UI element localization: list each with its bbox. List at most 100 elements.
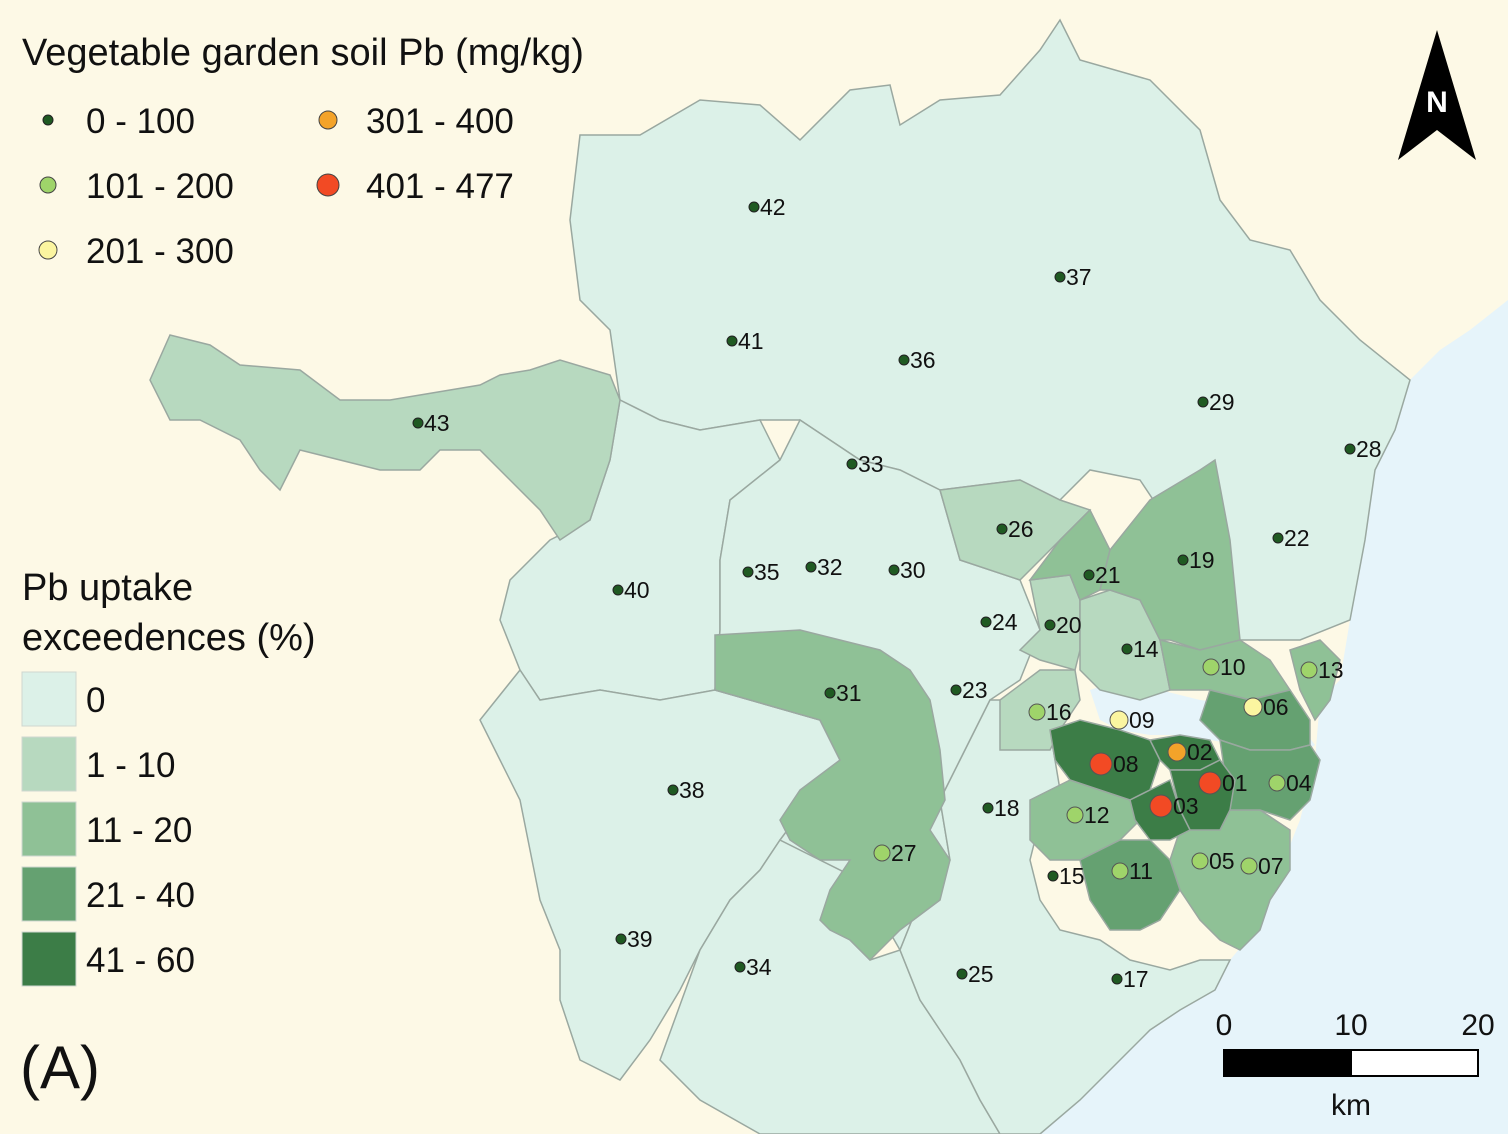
pb-legend-marker bbox=[39, 176, 57, 194]
site-label: 15 bbox=[1059, 863, 1085, 889]
region-southwest bbox=[479, 668, 841, 1081]
site-label: 33 bbox=[858, 451, 884, 477]
site-marker bbox=[846, 458, 858, 470]
site-label: 28 bbox=[1356, 436, 1382, 462]
site-05: 05 bbox=[1191, 848, 1235, 874]
site-34: 34 bbox=[734, 954, 772, 980]
scale-segment bbox=[1350, 1049, 1479, 1077]
site-marker bbox=[734, 961, 746, 973]
site-06: 06 bbox=[1243, 694, 1289, 720]
site-marker bbox=[873, 844, 891, 862]
site-42: 42 bbox=[748, 194, 786, 220]
site-label: 37 bbox=[1066, 264, 1092, 290]
site-marker bbox=[667, 784, 679, 796]
site-label: 20 bbox=[1056, 612, 1082, 638]
site-marker bbox=[898, 354, 910, 366]
uptake-legend: Pb uptake exceedences (%) 0 1 - 10 11 - … bbox=[21, 567, 316, 987]
scale-tick-label: 0 bbox=[1216, 1009, 1233, 1042]
site-28: 28 bbox=[1344, 436, 1382, 462]
site-label: 25 bbox=[968, 961, 994, 987]
site-marker bbox=[412, 417, 424, 429]
region-11-20-13 bbox=[1289, 639, 1341, 722]
uptake-legend-label: 11 - 20 bbox=[86, 811, 192, 850]
uptake-legend-subtitle: exceedences (%) bbox=[22, 617, 316, 659]
pb-legend: 0 - 100 101 - 200 201 - 300 301 - 400 40… bbox=[38, 102, 514, 271]
pb-legend-label: 101 - 200 bbox=[86, 167, 234, 206]
site-37: 37 bbox=[1054, 264, 1092, 290]
site-41: 41 bbox=[726, 328, 764, 354]
pb-legend-item: 301 - 400 bbox=[318, 102, 514, 141]
scale-tick-label: 10 bbox=[1334, 1009, 1367, 1042]
pb-legend-marker bbox=[316, 173, 340, 197]
site-marker bbox=[612, 584, 624, 596]
site-label: 18 bbox=[994, 795, 1020, 821]
site-label: 09 bbox=[1129, 707, 1155, 733]
pb-legend-item: 201 - 300 bbox=[38, 232, 234, 271]
scale-outline bbox=[1223, 1049, 1479, 1077]
site-marker bbox=[1177, 554, 1189, 566]
site-marker bbox=[1111, 862, 1129, 880]
site-label: 13 bbox=[1318, 657, 1344, 683]
scale-bar: 0 10 20 km bbox=[1216, 1009, 1495, 1122]
site-31: 31 bbox=[824, 680, 862, 706]
site-marker bbox=[1344, 443, 1356, 455]
site-25: 25 bbox=[956, 961, 994, 987]
region-1-10-west bbox=[149, 334, 621, 542]
site-27: 27 bbox=[873, 840, 917, 866]
site-marker bbox=[615, 933, 627, 945]
site-40: 40 bbox=[612, 577, 650, 603]
site-marker bbox=[996, 523, 1008, 535]
region-11-20-31 bbox=[714, 629, 951, 962]
site-11: 11 bbox=[1111, 858, 1153, 884]
site-15: 15 bbox=[1047, 863, 1085, 889]
site-09: 09 bbox=[1109, 707, 1155, 733]
uptake-legend-swatch bbox=[21, 801, 77, 857]
site-19: 19 bbox=[1177, 547, 1215, 573]
site-16: 16 bbox=[1028, 699, 1072, 725]
site-marker bbox=[888, 564, 900, 576]
site-label: 04 bbox=[1286, 770, 1312, 796]
site-marker bbox=[1066, 806, 1084, 824]
site-14: 14 bbox=[1121, 636, 1159, 662]
uptake-legend-swatch bbox=[21, 931, 77, 987]
pb-legend-item: 101 - 200 bbox=[39, 167, 234, 206]
site-21: 21 bbox=[1083, 562, 1121, 588]
site-24: 24 bbox=[980, 609, 1018, 635]
pb-legend-marker bbox=[318, 110, 338, 130]
site-20: 20 bbox=[1044, 612, 1082, 638]
site-marker bbox=[956, 968, 968, 980]
site-marker bbox=[1047, 870, 1059, 882]
site-label: 02 bbox=[1187, 739, 1213, 765]
site-label: 26 bbox=[1008, 516, 1034, 542]
site-32: 32 bbox=[805, 554, 843, 580]
site-label: 10 bbox=[1220, 654, 1246, 680]
uptake-legend-swatch bbox=[21, 736, 77, 792]
pb-legend-label: 0 - 100 bbox=[86, 102, 195, 141]
site-marker bbox=[726, 335, 738, 347]
site-marker bbox=[748, 201, 760, 213]
pb-legend-label: 401 - 477 bbox=[366, 167, 514, 206]
uptake-legend-label: 41 - 60 bbox=[86, 941, 195, 980]
site-30: 30 bbox=[888, 557, 926, 583]
site-marker bbox=[1028, 703, 1046, 721]
site-12: 12 bbox=[1066, 802, 1110, 828]
uptake-legend-label: 21 - 40 bbox=[86, 876, 195, 915]
site-23: 23 bbox=[950, 677, 988, 703]
site-label: 22 bbox=[1284, 525, 1310, 551]
site-29: 29 bbox=[1197, 389, 1235, 415]
site-label: 24 bbox=[992, 609, 1018, 635]
map-title: Vegetable garden soil Pb (mg/kg) bbox=[22, 32, 584, 74]
site-36: 36 bbox=[898, 347, 936, 373]
site-marker bbox=[742, 566, 754, 578]
site-marker bbox=[950, 684, 962, 696]
site-26: 26 bbox=[996, 516, 1034, 542]
site-marker bbox=[1109, 710, 1129, 730]
site-label: 39 bbox=[627, 926, 653, 952]
uptake-legend-swatch bbox=[21, 866, 77, 922]
pb-legend-marker bbox=[38, 240, 58, 260]
pb-legend-label: 201 - 300 bbox=[86, 232, 234, 271]
uptake-legend-label: 1 - 10 bbox=[86, 746, 176, 785]
uptake-legend-item: 0 bbox=[21, 671, 105, 727]
site-04: 04 bbox=[1268, 770, 1312, 796]
site-label: 31 bbox=[836, 680, 862, 706]
